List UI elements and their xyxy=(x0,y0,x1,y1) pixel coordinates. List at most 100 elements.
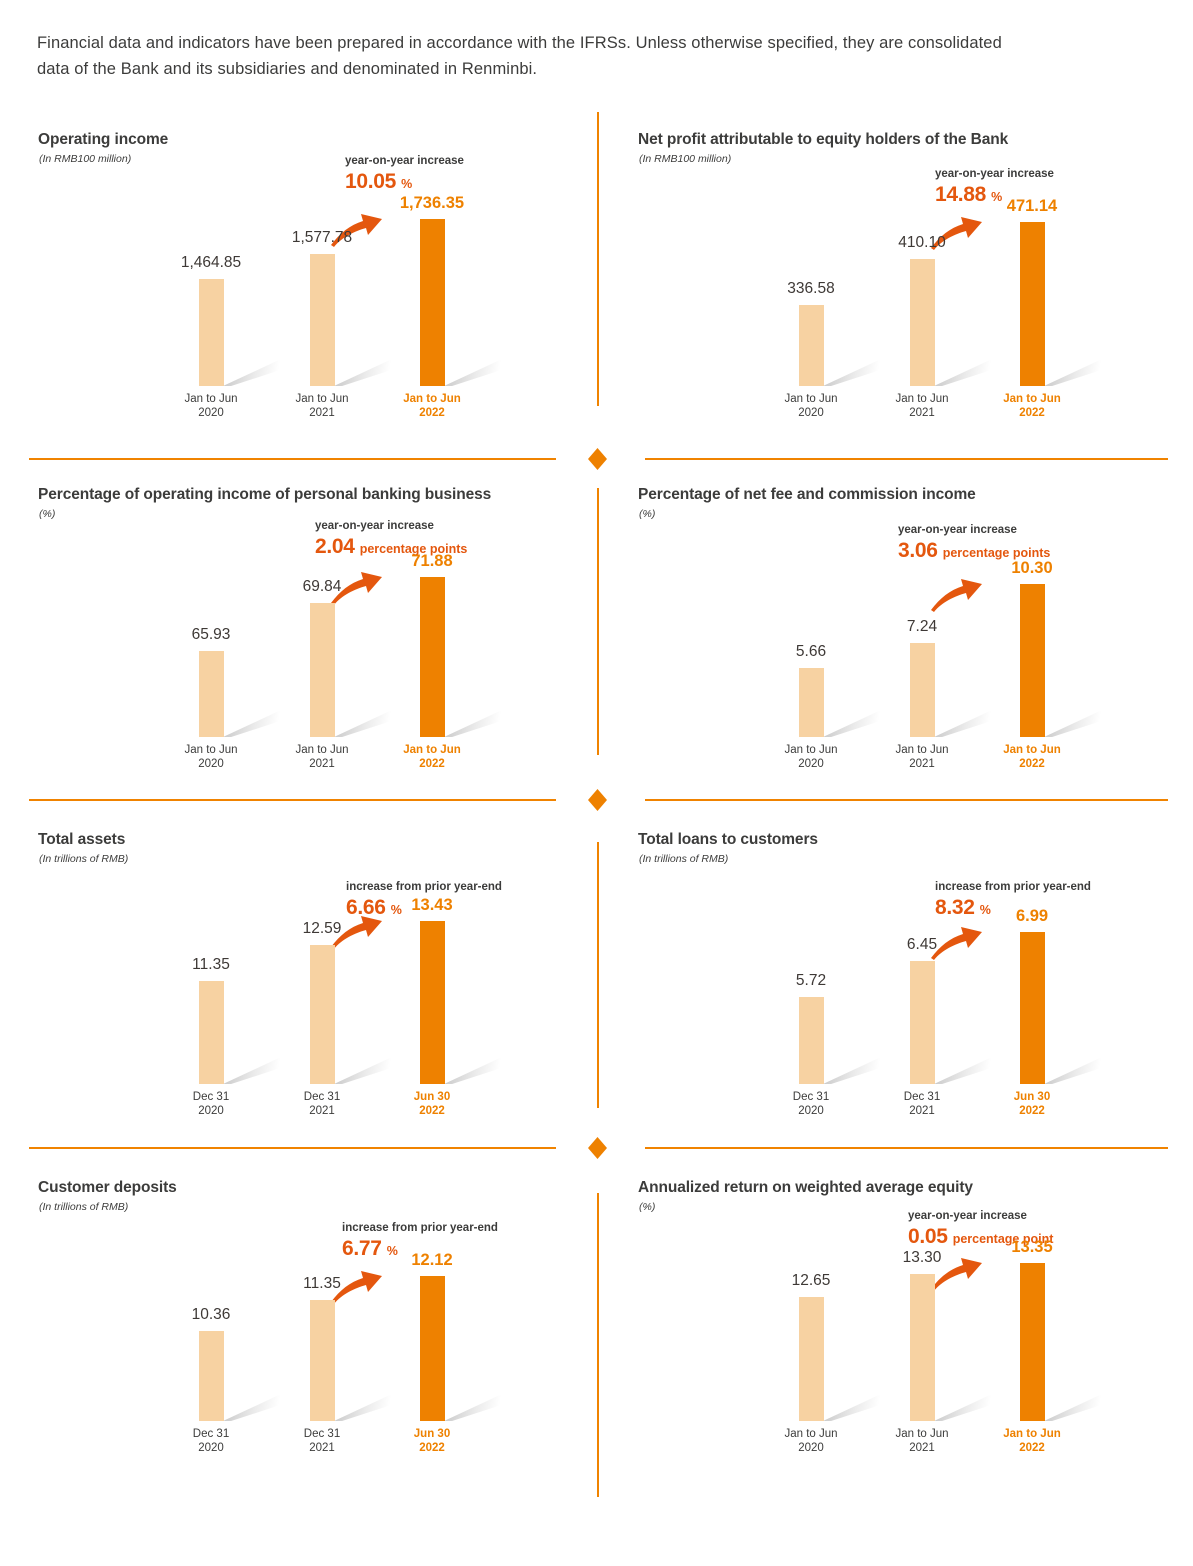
x-axis-label-line: Jan to Jun xyxy=(784,744,838,756)
bar-shadow xyxy=(934,1394,992,1421)
bar-shadow xyxy=(444,710,502,737)
chart-return-on-equity: Annualized return on weighted average eq… xyxy=(630,1173,1170,1495)
x-axis-label: Jan to Jun 2021 xyxy=(862,392,982,420)
bar xyxy=(199,279,224,386)
x-axis-label-line: Jan to Jun xyxy=(1003,393,1061,405)
bar-value-label: 10.36 xyxy=(191,1306,231,1323)
x-axis-label-line: 2022 xyxy=(1019,407,1045,419)
increase-label: year-on-year increase xyxy=(908,1210,1027,1222)
x-axis-label: Jan to Jun 2022 xyxy=(972,743,1092,771)
increase-value: 8.32% xyxy=(935,896,991,919)
bar-value-label: 11.35 xyxy=(192,956,230,973)
x-axis-label-line: Jan to Jun xyxy=(403,393,461,405)
bar xyxy=(1020,1263,1045,1421)
increase-arrow-icon xyxy=(931,927,982,960)
x-axis-label-line: 2022 xyxy=(419,1105,445,1117)
increase-label: year-on-year increase xyxy=(315,520,434,532)
increase-callout: increase from prior year-end 8.32% xyxy=(935,881,1175,920)
x-axis-label-line: Jan to Jun xyxy=(784,393,838,405)
increase-arrow-icon xyxy=(931,217,982,250)
bar-value-label: 336.58 xyxy=(787,280,835,297)
x-axis-label-line: Jun 30 xyxy=(413,1428,451,1440)
increase-value: 14.88% xyxy=(935,183,1003,206)
vertical-divider xyxy=(597,842,599,1108)
bar-shadow xyxy=(823,1057,881,1084)
increase-callout: year-on-year increase 10.05% xyxy=(345,155,585,194)
bar xyxy=(199,1331,224,1421)
chart-net-fee-commission-percentage: Percentage of net fee and commission inc… xyxy=(630,480,1170,775)
increase-callout: year-on-year increase 14.88% xyxy=(935,168,1175,207)
chart-customer-deposits: Customer deposits (In trillions of RMB) … xyxy=(30,1173,570,1495)
bar xyxy=(799,668,824,737)
increase-arrow-icon xyxy=(331,214,382,247)
chart-personal-banking-income-percentage: Percentage of operating income of person… xyxy=(30,480,570,775)
x-axis-label: Dec 31 2021 xyxy=(262,1090,382,1118)
chart-title: Operating income xyxy=(38,131,169,148)
increase-callout: increase from prior year-end 6.77% xyxy=(342,1222,582,1261)
bar-shadow xyxy=(823,710,881,737)
bar-shadow xyxy=(223,1394,281,1421)
bar-shadow xyxy=(334,359,392,386)
increase-label: increase from prior year-end xyxy=(935,881,1091,893)
bar-value-label: 71.88 xyxy=(411,552,453,570)
chart-unit-label: (%) xyxy=(639,508,656,520)
chart-title: Total loans to customers xyxy=(638,831,818,848)
bar xyxy=(420,1276,445,1421)
increase-label: increase from prior year-end xyxy=(346,881,502,893)
x-axis-label: Jan to Jun 2020 xyxy=(151,392,271,420)
bar-value-label: 12.12 xyxy=(411,1251,453,1269)
chart-total-assets: Total assets (In trillions of RMB) incre… xyxy=(30,825,570,1120)
x-axis-label-line: Dec 31 xyxy=(903,1091,941,1103)
chart-unit-label: (In RMB100 million) xyxy=(39,153,132,165)
chart-unit-label: (%) xyxy=(39,508,56,520)
increase-label: year-on-year increase xyxy=(935,168,1054,180)
bar xyxy=(420,219,445,386)
x-axis-label: Jan to Jun 2020 xyxy=(151,743,271,771)
x-axis-label-line: Dec 31 xyxy=(192,1428,230,1440)
bar-shadow xyxy=(823,1394,881,1421)
bar xyxy=(910,1274,935,1421)
divider-line xyxy=(645,1147,1168,1149)
divider-line xyxy=(29,799,556,801)
bar-value-label: 13.35 xyxy=(1011,1238,1053,1256)
x-axis-label-line: 2022 xyxy=(419,1442,445,1454)
x-axis-label-line: 2021 xyxy=(309,1105,335,1117)
bar-shadow xyxy=(444,1394,502,1421)
divider-line xyxy=(29,458,556,460)
bar-shadow xyxy=(1044,1057,1102,1084)
divider-line xyxy=(29,1147,556,1149)
bar-shadow xyxy=(223,710,281,737)
x-axis-label: Jan to Jun 2022 xyxy=(972,392,1092,420)
bar xyxy=(1020,932,1045,1084)
bar-shadow xyxy=(334,710,392,737)
increase-callout: increase from prior year-end 6.66% xyxy=(346,881,586,920)
divider-line xyxy=(645,458,1168,460)
x-axis-label-line: Jan to Jun xyxy=(1003,744,1061,756)
bar-value-label: 13.43 xyxy=(411,896,453,914)
x-axis-label-line: 2021 xyxy=(309,407,335,419)
bar-shadow xyxy=(223,1057,281,1084)
x-axis-label-line: Jan to Jun xyxy=(184,393,238,405)
chart-title: Percentage of net fee and commission inc… xyxy=(638,486,976,503)
chart-net-profit: Net profit attributable to equity holder… xyxy=(630,125,1170,420)
x-axis-label-line: Dec 31 xyxy=(792,1091,830,1103)
bar-group: 10.36 Dec 31 2020 11.35 Dec 31 2021 12.12 Jun 3… xyxy=(30,1173,570,1495)
bar xyxy=(199,981,224,1084)
bar-shadow xyxy=(223,359,281,386)
increase-arrow-icon xyxy=(331,916,382,949)
bar-shadow xyxy=(1044,710,1102,737)
increase-callout: year-on-year increase 3.06 percentage poi… xyxy=(898,524,1138,563)
x-axis-label-line: 2020 xyxy=(198,758,224,770)
increase-label: year-on-year increase xyxy=(898,524,1017,536)
bar-group: 5.72 Dec 31 2020 6.45 Dec 31 2021 6.99 Jun 30 20… xyxy=(630,825,1170,1120)
bar-shadow xyxy=(444,1057,502,1084)
x-axis-label-line: 2020 xyxy=(798,1442,824,1454)
x-axis-label: Jan to Jun 2022 xyxy=(372,392,492,420)
x-axis-label-line: 2020 xyxy=(798,407,824,419)
x-axis-label-line: Jan to Jun xyxy=(295,393,349,405)
x-axis-label: Jan to Jun 2021 xyxy=(262,743,382,771)
chart-unit-label: (In trillions of RMB) xyxy=(39,853,129,865)
bar xyxy=(910,259,935,386)
increase-label: year-on-year increase xyxy=(345,155,464,167)
